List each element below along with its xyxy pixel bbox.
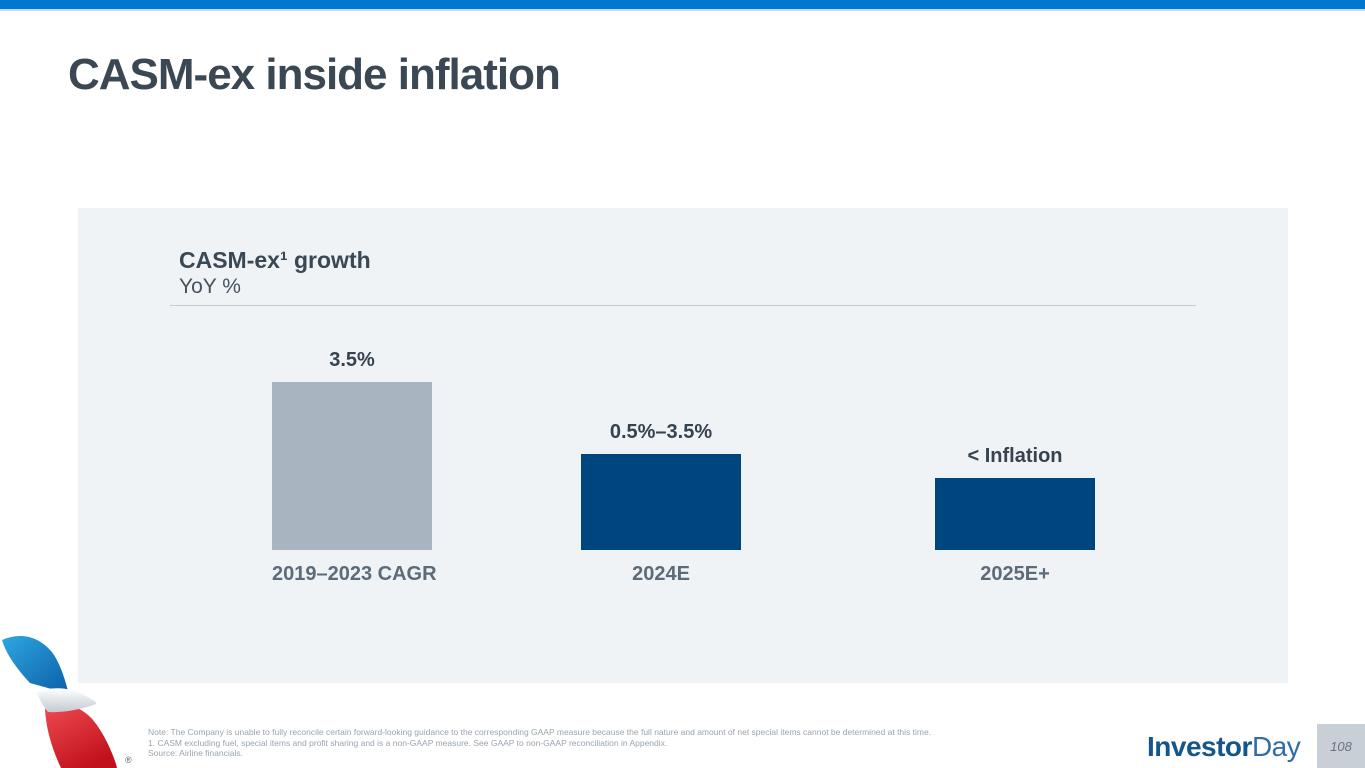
chart-divider-line — [170, 305, 1196, 306]
registered-trademark: ® — [125, 755, 132, 765]
logo-silver-beak — [37, 688, 97, 713]
footnote-line: 1. CASM excluding fuel, special items an… — [148, 737, 668, 748]
page-number: 108 — [1330, 738, 1352, 754]
logo-red-wing — [45, 704, 117, 768]
category-label: 2024E — [632, 563, 690, 585]
footnote-line: Source: Airline financials. — [148, 748, 243, 758]
bar — [272, 382, 432, 550]
footnotes: Note: The Company is unable to fully rec… — [148, 727, 931, 759]
bar-value-label: < Inflation — [967, 445, 1063, 467]
category-label: 2025E+ — [980, 563, 1050, 585]
bar-group-2024e: 0.5%–3.5% — [581, 421, 741, 550]
bar — [581, 454, 741, 550]
slide-title: CASM-ex inside inflation — [68, 50, 561, 99]
american-airlines-flight-symbol-logo — [2, 635, 117, 768]
bar-value-label: 0.5%–3.5% — [609, 421, 713, 443]
investor-day-logo-light: Day — [1251, 731, 1301, 762]
chart-header: CASM-ex¹ growth YoY % — [179, 246, 371, 299]
top-brand-stripe — [0, 0, 1365, 11]
chart-title: CASM-ex¹ growth — [179, 247, 371, 273]
bar-group-2019-2023-cagr: 3.5% — [272, 349, 432, 550]
investor-day-logo-bold: Investor — [1147, 731, 1252, 762]
page-number-box: 108 — [1317, 724, 1365, 768]
bar-value-label: 3.5% — [329, 349, 375, 371]
bar-group-2025e: < Inflation — [935, 445, 1095, 550]
logo-blue-wing — [2, 635, 68, 693]
investor-day-logo: InvestorDay — [1147, 731, 1301, 763]
bar — [935, 478, 1095, 550]
chart-panel: CASM-ex¹ growth YoY % 3.5% 0.5%–3.5% < I… — [78, 208, 1288, 683]
category-label: 2019–2023 CAGR — [272, 563, 437, 585]
footnote-line: Note: The Company is unable to fully rec… — [148, 727, 932, 737]
chart-subtitle: YoY % — [179, 275, 241, 298]
